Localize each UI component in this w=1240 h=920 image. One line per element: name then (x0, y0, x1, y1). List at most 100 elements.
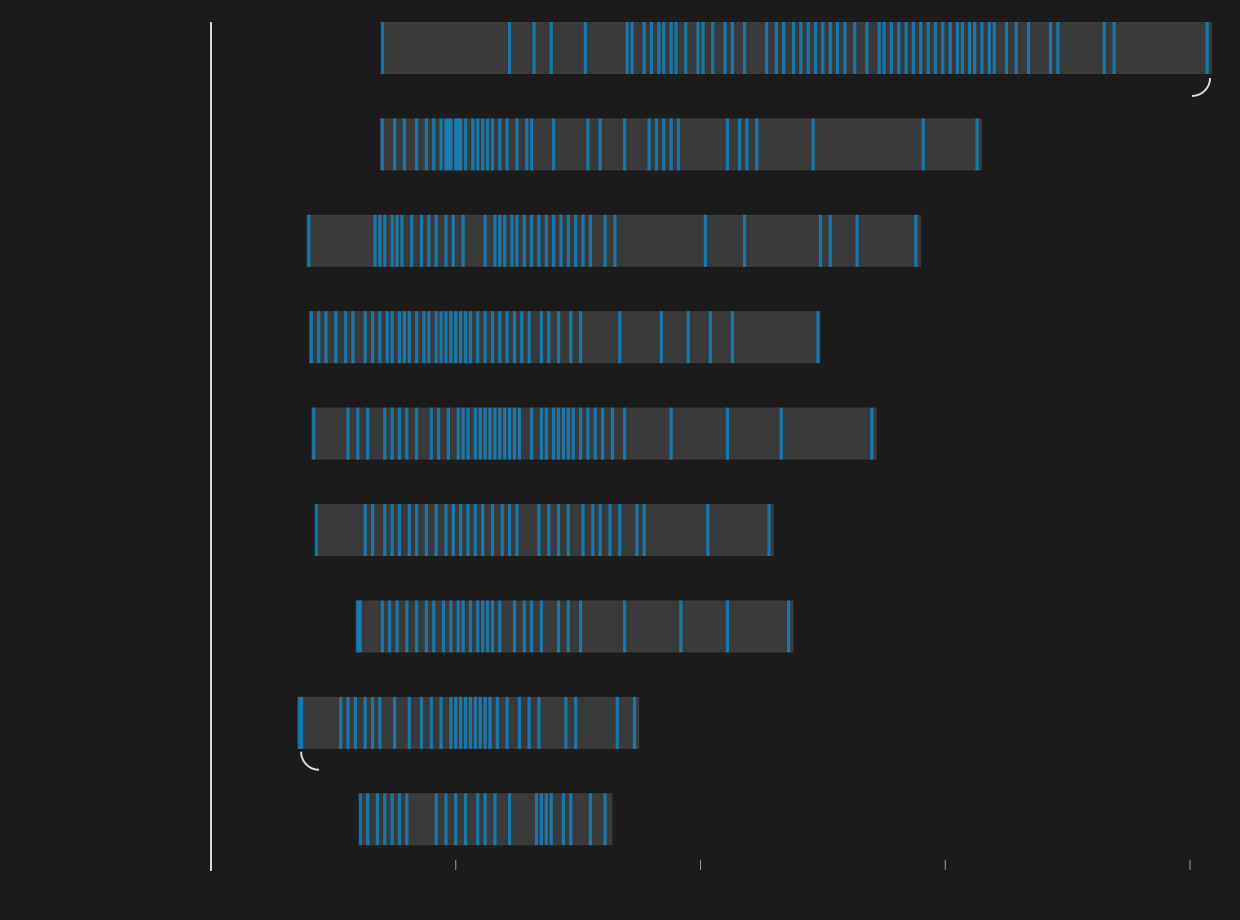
event-mark (774, 22, 778, 74)
event-mark (578, 407, 583, 460)
event-mark (493, 407, 497, 460)
event-mark (456, 118, 460, 171)
event-mark (473, 696, 477, 749)
event-mark (493, 793, 497, 846)
start-marker-arc (300, 751, 320, 771)
event-mark (483, 793, 487, 846)
event-mark (703, 214, 707, 267)
event-mark (603, 793, 607, 846)
event-mark (813, 22, 818, 74)
event-mark (686, 311, 690, 364)
event-mark (473, 407, 477, 460)
event-mark (358, 793, 362, 846)
event-mark (397, 407, 402, 460)
event-mark (334, 311, 338, 364)
event-mark (669, 118, 673, 171)
event-mark (725, 407, 730, 460)
event-mark (889, 22, 894, 74)
event-mark (444, 214, 448, 267)
event-mark (444, 504, 448, 556)
event-mark (456, 407, 460, 460)
event-mark (427, 311, 431, 364)
end-marker-arc (1191, 77, 1212, 97)
event-mark (495, 696, 499, 749)
event-mark (530, 407, 534, 460)
event-mark (317, 311, 321, 364)
event-mark (390, 504, 394, 556)
event-mark (414, 504, 419, 556)
event-mark (507, 793, 512, 846)
event-mark (461, 407, 465, 460)
event-mark (919, 22, 923, 74)
event-mark (434, 504, 438, 556)
event-mark (427, 214, 431, 267)
event-mark (454, 118, 458, 171)
event-mark (463, 696, 468, 749)
event-mark (725, 118, 730, 171)
event-mark (926, 22, 930, 74)
event-mark (1004, 22, 1009, 74)
event-mark (356, 407, 360, 460)
event-mark (987, 22, 991, 74)
event-mark (437, 407, 441, 460)
event-mark (395, 214, 399, 267)
event-mark (547, 311, 551, 364)
event-mark (725, 600, 730, 653)
timeline-row (306, 214, 921, 267)
timeline-row (358, 793, 613, 846)
event-mark (476, 118, 480, 171)
event-mark (610, 407, 614, 460)
event-mark (941, 22, 945, 74)
event-mark (556, 311, 561, 364)
x-axis-ticks (455, 860, 1191, 870)
event-mark (498, 214, 502, 267)
event-mark (344, 311, 348, 364)
event-mark (309, 311, 313, 364)
event-mark (549, 22, 553, 74)
event-mark (532, 22, 536, 74)
event-mark (490, 504, 495, 556)
event-mark (779, 407, 783, 460)
event-mark (564, 696, 568, 749)
event-mark (512, 311, 517, 364)
event-mark (414, 311, 419, 364)
event-mark (390, 311, 394, 364)
event-mark (380, 22, 384, 74)
event-mark (498, 311, 502, 364)
event-mark (507, 504, 512, 556)
event-mark (515, 118, 519, 171)
timeline-track (382, 22, 1213, 74)
event-mark (500, 504, 504, 556)
event-mark (911, 22, 916, 74)
event-mark (615, 696, 619, 749)
event-mark (654, 118, 659, 171)
event-mark (598, 118, 602, 171)
event-mark (454, 311, 458, 364)
event-mark (1205, 22, 1209, 74)
event-mark (468, 600, 473, 653)
event-mark (520, 311, 524, 364)
event-mark (764, 22, 769, 74)
event-mark (400, 214, 404, 267)
event-mark (515, 504, 519, 556)
event-mark (370, 504, 375, 556)
event-mark (828, 214, 832, 267)
event-mark (742, 214, 747, 267)
event-mark (755, 118, 759, 171)
event-mark (571, 407, 575, 460)
event-mark (444, 793, 448, 846)
timeline-track (355, 600, 794, 653)
event-mark (422, 311, 426, 364)
event-mark (434, 793, 438, 846)
event-mark (444, 311, 448, 364)
event-mark (346, 407, 350, 460)
event-mark (449, 118, 453, 171)
event-mark (414, 118, 419, 171)
timeline-row (314, 504, 774, 556)
event-mark (623, 600, 627, 653)
event-mark (507, 22, 512, 74)
event-mark (481, 504, 485, 556)
event-mark (314, 504, 318, 556)
event-mark (960, 22, 964, 74)
